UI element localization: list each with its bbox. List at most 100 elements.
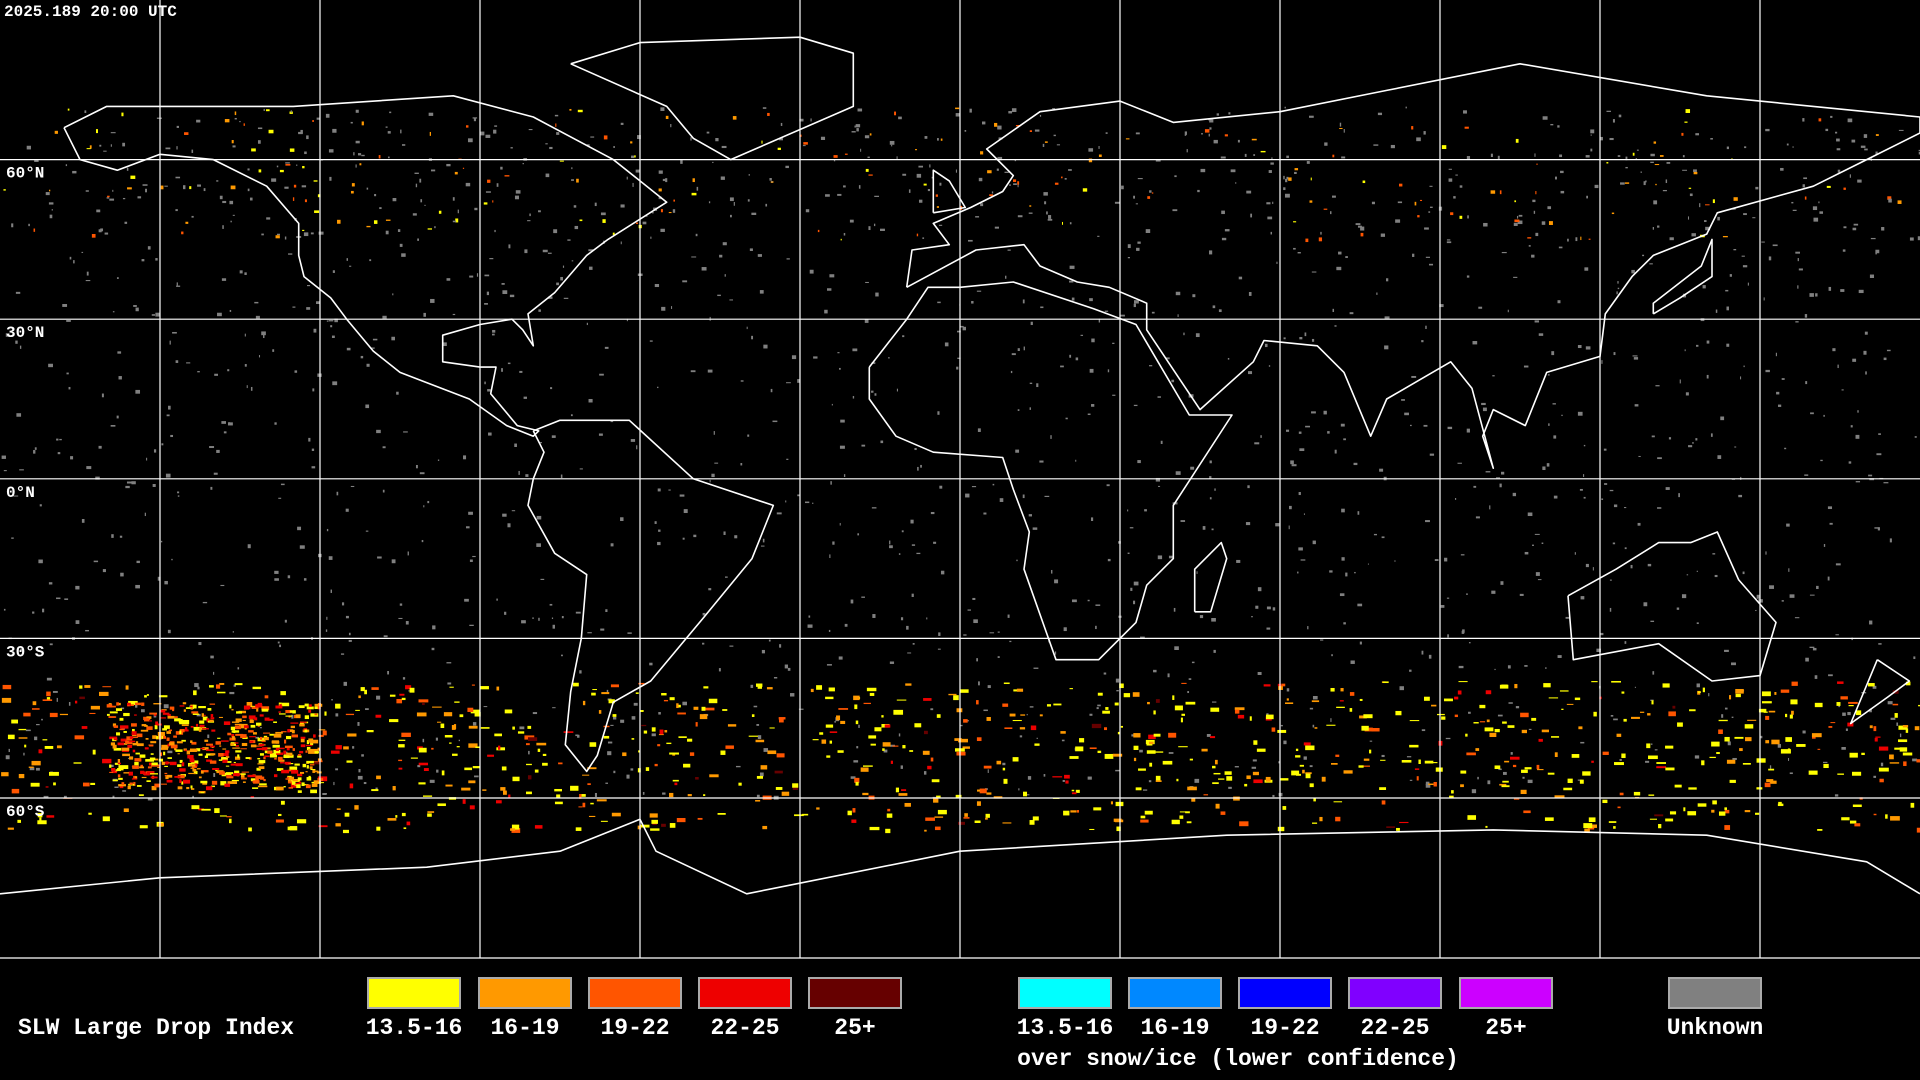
cloud-speck [1025, 794, 1030, 796]
slw-speck [1578, 726, 1583, 730]
slw-speck [1104, 753, 1114, 759]
slw-speck [303, 728, 308, 731]
slw-speck [1878, 746, 1889, 751]
cloud-speck [626, 774, 630, 779]
cloud-speck [176, 285, 181, 287]
cloud-speck [1155, 159, 1161, 162]
cloud-speck [922, 237, 925, 239]
cloud-speck [197, 371, 200, 373]
slw-speck [1722, 235, 1728, 238]
cloud-speck [221, 421, 226, 424]
cloud-speck [532, 617, 534, 619]
slw-speck [1343, 129, 1345, 133]
slw-speck [275, 819, 284, 823]
slw-speck [254, 745, 263, 747]
cloud-speck [1283, 175, 1285, 180]
slw-speck [469, 805, 475, 810]
cloud-speck [1878, 433, 1881, 435]
cloud-speck [1523, 365, 1529, 368]
slw-speck [1649, 818, 1658, 820]
cloud-speck [1633, 357, 1639, 360]
cloud-speck [147, 797, 153, 801]
slw-speck [1898, 739, 1908, 743]
slw-speck [1812, 206, 1818, 211]
slw-speck [1284, 193, 1290, 198]
slw-speck [437, 803, 446, 807]
slw-speck [150, 773, 158, 775]
slw-speck [602, 219, 606, 223]
slw-speck [693, 706, 699, 710]
slw-speck [131, 766, 138, 768]
slw-speck [135, 702, 141, 706]
cloud-speck [1695, 133, 1700, 136]
cloud-speck [1376, 292, 1378, 295]
legend-label: 13.5-16 [366, 1015, 463, 1041]
cloud-speck [75, 585, 80, 590]
slw-speck [177, 786, 183, 790]
slw-speck [285, 710, 292, 714]
slw-speck [596, 799, 607, 802]
cloud-speck [843, 474, 846, 477]
slw-speck [755, 800, 761, 802]
legend-label: 25+ [834, 1015, 875, 1041]
slw-speck [934, 826, 941, 831]
cloud-speck [828, 629, 831, 632]
cloud-speck [399, 603, 403, 606]
slw-speck [106, 704, 113, 708]
cloud-speck [571, 260, 574, 262]
slw-speck [527, 725, 532, 729]
cloud-speck [861, 596, 865, 598]
slw-speck [1, 697, 12, 703]
slw-speck [987, 170, 992, 174]
cloud-speck [627, 632, 632, 634]
slw-speck [1484, 727, 1494, 732]
slw-speck [234, 742, 239, 744]
cloud-speck [1842, 712, 1846, 716]
slw-speck [1889, 754, 1894, 760]
cloud-speck [1468, 642, 1471, 644]
cloud-speck [883, 749, 888, 753]
slw-speck [385, 219, 391, 221]
slw-speck [1138, 768, 1146, 771]
cloud-speck [68, 386, 71, 390]
slw-speck [366, 225, 371, 228]
slw-speck [1260, 150, 1266, 153]
cloud-speck [1127, 257, 1130, 259]
slw-speck [441, 770, 445, 776]
slw-speck [88, 812, 92, 815]
cloud-speck [1498, 768, 1502, 771]
cloud-speck [299, 545, 305, 549]
slw-speck [1600, 136, 1603, 141]
slw-speck [134, 762, 139, 766]
slw-speck [1200, 168, 1206, 173]
slw-speck [241, 773, 246, 775]
cloud-speck [1298, 547, 1303, 551]
slw-speck [234, 723, 242, 726]
slw-speck [608, 699, 615, 704]
cloud-speck [1852, 358, 1857, 362]
cloud-speck [1167, 673, 1170, 678]
cloud-speck [135, 584, 140, 589]
slw-speck [1110, 801, 1114, 805]
cloud-speck [759, 772, 764, 777]
slw-speck [290, 722, 299, 724]
legend-swatch [588, 977, 682, 1009]
slw-speck [405, 685, 412, 690]
slw-speck [427, 228, 433, 230]
slw-speck [396, 698, 403, 704]
cloud-speck [443, 342, 447, 347]
cloud-speck [594, 202, 597, 207]
cloud-speck [176, 146, 178, 150]
cloud-speck [889, 140, 895, 145]
slw-speck [709, 774, 719, 778]
cloud-speck [769, 178, 772, 181]
slw-speck [85, 190, 89, 192]
cloud-speck [1454, 498, 1457, 500]
cloud-speck [1617, 281, 1619, 284]
slw-speck [577, 109, 583, 113]
slw-speck [657, 744, 661, 747]
cloud-speck [550, 387, 553, 390]
cloud-speck [239, 120, 241, 123]
slw-speck [1125, 138, 1130, 140]
cloud-speck [1288, 525, 1290, 530]
